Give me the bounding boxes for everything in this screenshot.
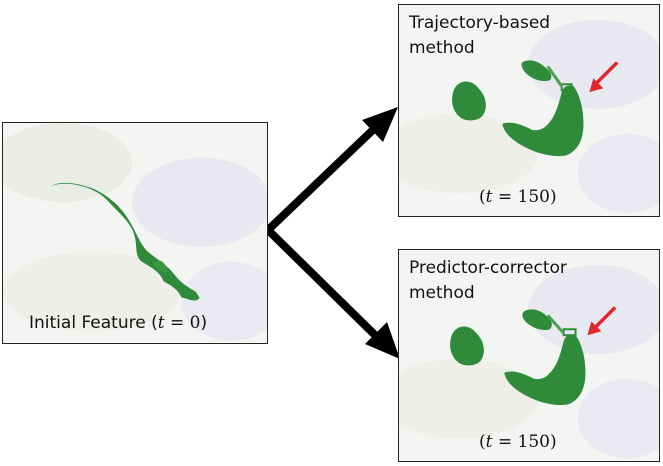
main-crescent-blob	[504, 334, 586, 406]
title-line-2: method	[409, 38, 475, 58]
trajectory-title: Trajectory-based method	[409, 11, 550, 61]
arrow-to-trajectory	[265, 107, 398, 233]
trajectory-result-image	[399, 19, 659, 214]
title-line-1: Trajectory-based	[409, 13, 551, 33]
caption-suffix: )	[200, 313, 208, 333]
predictor-corrector-title: Predictor-corrector method	[409, 256, 567, 306]
paren-open: (	[479, 187, 486, 207]
t-value: = 0	[164, 313, 201, 333]
paren-close: )	[549, 432, 557, 452]
initial-feature-image	[3, 123, 267, 342]
predictor-corrector-time-label: (t = 150)	[479, 432, 557, 452]
predictor-corrector-result-image	[399, 264, 659, 459]
top-fragment-blob	[522, 309, 552, 331]
arrow-to-predictor-corrector	[265, 227, 400, 359]
trajectory-time-label: (t = 150)	[479, 187, 557, 207]
caption-text: Initial Feature (	[29, 313, 158, 333]
t-value: = 150	[492, 432, 550, 452]
initial-feature-panel: Initial Feature (t = 0)	[2, 122, 268, 344]
paren-open: (	[479, 432, 486, 452]
t-symbol: t	[485, 432, 493, 452]
paren-close: )	[549, 187, 557, 207]
t-symbol: t	[485, 187, 493, 207]
t-value: = 150	[492, 187, 550, 207]
predictor-corrector-panel: Predictor-corrector method (t = 150)	[398, 249, 660, 462]
top-fragment-blob	[521, 60, 552, 82]
trajectory-based-panel: Trajectory-based method (t = 150)	[398, 4, 660, 217]
initial-caption: Initial Feature (t = 0)	[29, 313, 207, 333]
red-pointer-arrow	[589, 61, 619, 93]
t-symbol: t	[157, 313, 165, 333]
main-crescent-blob	[502, 85, 584, 157]
left-island-blob	[450, 326, 484, 366]
left-island-blob	[452, 81, 486, 121]
red-pointer-arrow	[587, 306, 617, 336]
title-line-2: method	[409, 283, 475, 303]
title-line-1: Predictor-corrector	[409, 258, 567, 278]
